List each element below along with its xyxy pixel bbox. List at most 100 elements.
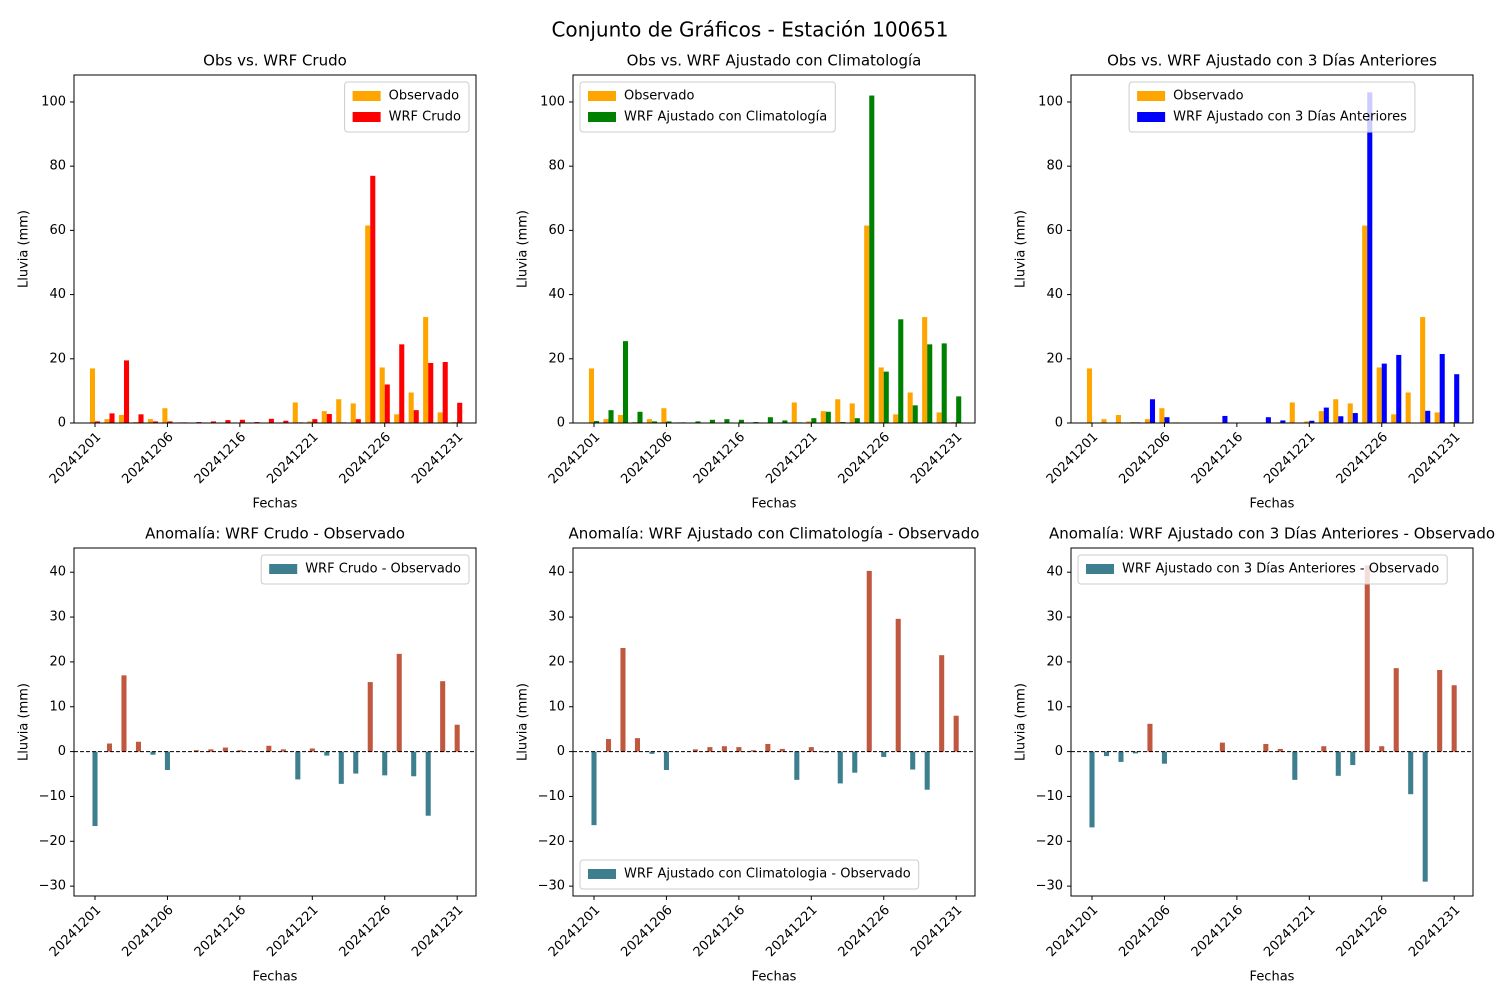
bar [1222, 415, 1228, 423]
bar [95, 421, 101, 423]
x-tick-label: 20241201 [1044, 430, 1101, 487]
bar [1408, 751, 1414, 795]
bar [692, 749, 698, 752]
bar [1147, 723, 1153, 752]
bar [222, 747, 228, 752]
legend: Observado WRF Ajustado con Climatología [579, 81, 836, 133]
bar [193, 750, 199, 752]
bar [1437, 669, 1443, 752]
bar [594, 421, 600, 423]
bar [707, 747, 713, 752]
bar [292, 402, 298, 423]
bar [164, 751, 170, 770]
bar [457, 402, 463, 423]
bar [239, 419, 245, 423]
x-tick-label: 20241221 [1261, 430, 1318, 487]
bar [167, 421, 173, 423]
axes-frame [1070, 547, 1474, 897]
x-tick-label: 20241221 [264, 903, 321, 960]
bar [295, 751, 301, 780]
bar [646, 419, 652, 423]
bar [367, 682, 373, 752]
legend-swatch [352, 91, 381, 101]
bar [309, 748, 315, 752]
bar [1454, 374, 1460, 423]
bar [663, 751, 669, 770]
bar [738, 419, 744, 423]
bar [152, 421, 159, 423]
x-tick-label: 20241231 [908, 430, 965, 487]
y-tick-label: −20 [538, 834, 565, 849]
bar [1396, 354, 1402, 423]
legend-box [579, 81, 836, 133]
bar [208, 749, 214, 752]
bar [135, 741, 141, 752]
y-tick-label: 0 [1055, 744, 1063, 759]
x-tick-label: 20241206 [119, 903, 176, 960]
bar [907, 392, 913, 423]
legend-label: Observado [389, 89, 460, 104]
bar [147, 419, 153, 423]
x-axis-label: Fechas [752, 497, 797, 512]
bar [617, 414, 623, 423]
legend-swatch [1137, 112, 1166, 122]
legend: Observado WRF Ajustado con 3 Días Anterio… [1128, 81, 1416, 133]
x-tick-label: 20241231 [908, 903, 965, 960]
bar [384, 384, 390, 423]
y-tick-label: 20 [49, 351, 66, 366]
x-tick-label: 20241226 [337, 903, 394, 960]
bar [1333, 399, 1339, 423]
bar [411, 751, 417, 777]
subplot-title: Anomalía: WRF Ajustado con 3 Días Anteri… [1049, 525, 1495, 543]
bar [661, 408, 667, 423]
bar [1132, 751, 1138, 754]
bar [1434, 412, 1440, 423]
bar [353, 751, 359, 774]
bar [898, 319, 904, 423]
subplot: Anomalía: WRF Crudo - Observado Fechas Llu… [17, 525, 477, 985]
subplot-title: Anomalía: WRF Crudo - Observado [145, 525, 405, 543]
y-tick-label: −30 [39, 879, 66, 894]
bar [721, 746, 727, 752]
bar [1425, 410, 1431, 423]
legend-swatch [588, 112, 616, 122]
bar [104, 419, 110, 423]
y-tick-label: 40 [548, 565, 565, 580]
y-tick-label: 20 [1046, 654, 1063, 669]
x-tick-label: 20241226 [836, 903, 893, 960]
bar [881, 751, 887, 757]
x-tick-label: 20241221 [264, 430, 321, 487]
subplot-title: Obs vs. WRF Ajustado con Climatología [627, 52, 922, 70]
bar [922, 317, 928, 423]
bar [634, 738, 640, 752]
y-tick-label: 40 [49, 287, 66, 302]
bar [1289, 402, 1295, 423]
y-tick-label: 60 [49, 223, 66, 238]
bar [268, 418, 274, 423]
bar [1118, 751, 1124, 762]
y-tick-label: 20 [49, 654, 66, 669]
axes-frame [572, 74, 976, 424]
y-tick-label: −10 [1036, 789, 1063, 804]
bar [225, 420, 231, 423]
bar [355, 419, 361, 423]
bar [835, 399, 841, 423]
legend-swatch [1086, 564, 1114, 574]
bar [767, 417, 773, 423]
y-tick-label: 0 [58, 416, 66, 431]
legend-box [1077, 554, 1448, 585]
bar [893, 414, 899, 423]
x-tick-label: 20241231 [1406, 430, 1463, 487]
bar [608, 410, 614, 423]
bar [106, 743, 113, 752]
x-tick-label: 20241201 [546, 430, 603, 487]
bar [820, 411, 826, 423]
x-tick-label: 20241206 [1116, 903, 1173, 960]
y-tick-label: −30 [538, 879, 565, 894]
legend-swatch [352, 112, 381, 122]
legend-box [260, 554, 470, 585]
bar [750, 750, 756, 752]
y-tick-label: 40 [49, 565, 66, 580]
y-tick-label: 60 [1046, 223, 1063, 238]
bar [1089, 751, 1095, 828]
